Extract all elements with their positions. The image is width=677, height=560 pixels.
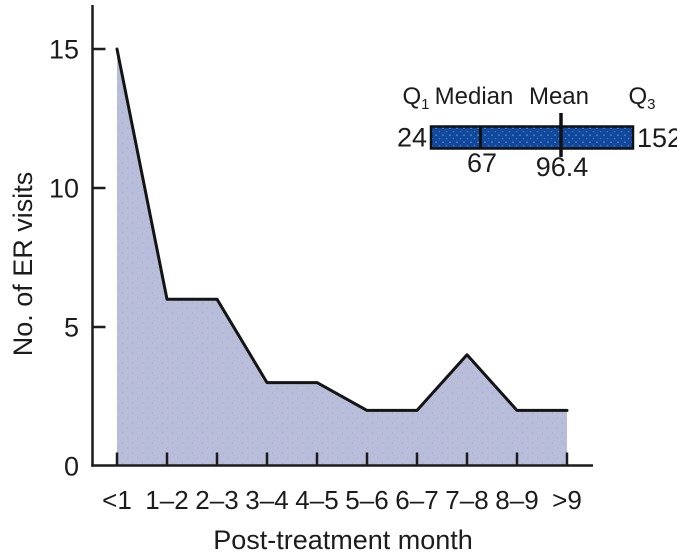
median-value: 67	[467, 148, 497, 178]
mean-value: 96.4	[536, 152, 589, 182]
y-tick-label: 5	[64, 313, 79, 343]
iqr-bar	[429, 125, 635, 150]
q3-label: Q3	[628, 83, 655, 113]
q1-label: Q1	[402, 83, 429, 113]
x-tick-label: <1	[102, 485, 132, 515]
area-fill	[117, 49, 567, 466]
x-tick-label: 5–6	[345, 485, 388, 515]
data-line	[115, 47, 569, 412]
y-axis-title: No. of ER visits	[8, 172, 38, 357]
q1-value: 24	[397, 123, 427, 153]
x-tick-label: 1–2	[145, 485, 188, 515]
x-tick-label: 7–8	[445, 485, 488, 515]
q3-value: 152	[637, 123, 677, 153]
x-axis-title: Post-treatment month	[213, 525, 473, 555]
y-tick-label: 10	[49, 174, 79, 204]
x-tick-label: >9	[552, 485, 582, 515]
x-tick-label: 2–3	[195, 485, 238, 515]
median-label: Median	[435, 83, 514, 110]
summary-inset: Q1 Median Mean Q3 24 152 67 96.4	[397, 83, 677, 182]
y-tick-label: 0	[64, 452, 79, 482]
y-tick-label: 15	[49, 35, 79, 65]
mean-label: Mean	[529, 83, 589, 110]
x-tick-label: 8–9	[495, 485, 538, 515]
x-tick-label: 3–4	[245, 485, 288, 515]
x-tick-label: 4–5	[295, 485, 338, 515]
x-tick-label: 6–7	[395, 485, 438, 515]
